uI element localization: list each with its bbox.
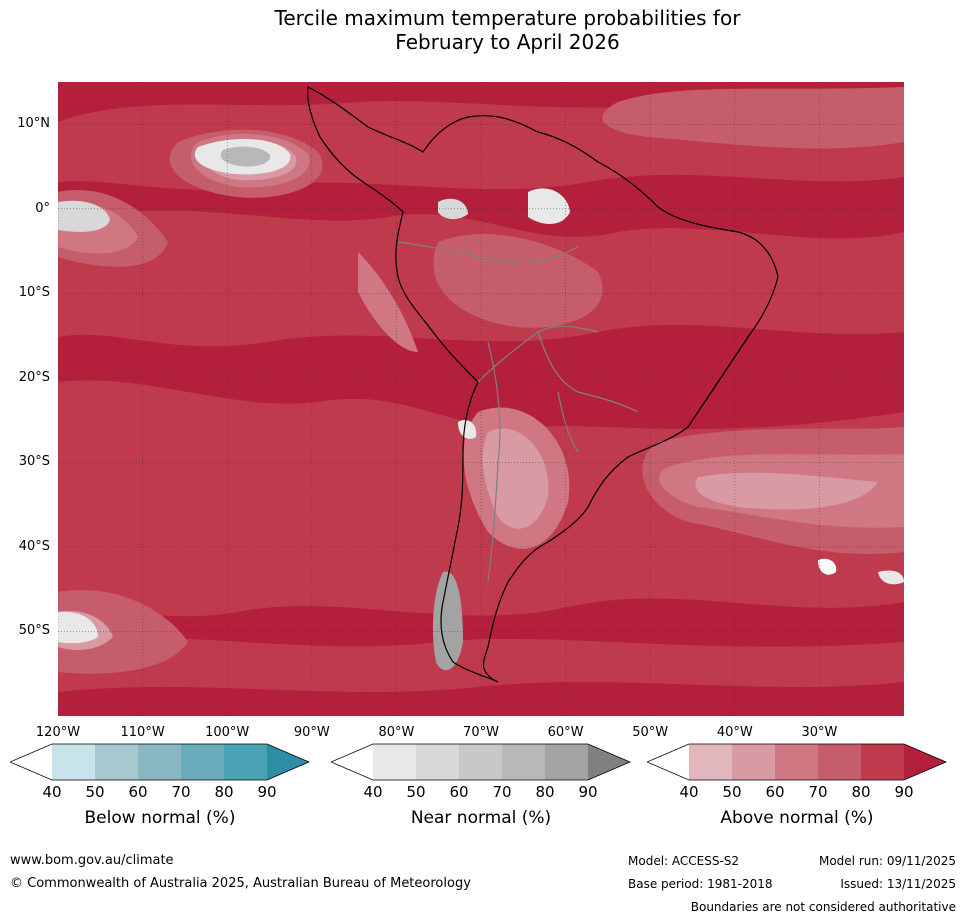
colorbar-above-title: Above normal (%) [720, 808, 874, 828]
colorbar-below-segment-5 [224, 744, 267, 780]
lon-tick-label: 110°W [120, 725, 165, 740]
colorbar-below-normal [10, 743, 310, 781]
country-borders [397, 241, 639, 583]
lon-tick-label: 70°W [463, 725, 499, 740]
chart-title: Tercile maximum temperature probabilitie… [0, 6, 965, 54]
colorbar-tick-label: 40 [363, 783, 383, 801]
colorbar-tick-label: 60 [128, 783, 148, 801]
colorbar-below-title: Below normal (%) [84, 808, 236, 828]
lon-tick-label: 60°W [547, 725, 584, 740]
lat-tick-label: 10°S [18, 285, 50, 301]
colorbar-tick-label: 50 [85, 783, 105, 801]
colorbar-above-segment-2 [732, 744, 775, 780]
colorbar-above-segment-4 [818, 744, 861, 780]
colorbar-tick-label: 40 [679, 783, 699, 801]
colorbar-above-outline [647, 743, 947, 781]
colorbar-tick-label: 90 [894, 783, 914, 801]
colorbar-near-segment-6 [588, 744, 630, 780]
colorbar-tick-label: 70 [171, 783, 191, 801]
lat-tick-label: 0° [35, 200, 50, 216]
footer-base-period: Base period: 1981-2018 [628, 877, 773, 891]
colorbar-near-outline [331, 743, 631, 781]
colorbar-near-title: Near normal (%) [410, 808, 552, 828]
colorbar-tick-label: 60 [449, 783, 469, 801]
footer-website: www.bom.gov.au/climate [10, 853, 174, 868]
lon-tick-label: 50°W [632, 725, 669, 740]
colorbar-near-segment-3 [459, 744, 502, 780]
colorbar-tick-label: 50 [722, 783, 742, 801]
colorbar-near-normal [331, 743, 631, 781]
colorbar-tick-label: 60 [765, 783, 785, 801]
colorbar-below-outline [10, 743, 310, 781]
colorbar-above-segment-5 [861, 744, 904, 780]
colorbar-above-segment-1 [689, 744, 732, 780]
footer-model-run: Model run: 09/11/2025 [818, 854, 956, 868]
colorbar-near-segment-1 [373, 744, 416, 780]
lat-tick-label: 10°N [17, 116, 50, 132]
chart-title-line2: February to April 2026 [395, 30, 620, 54]
footer-model: Model: ACCESS-S2 [628, 854, 740, 868]
colorbar-near-segment-2 [416, 744, 459, 780]
lat-tick-label: 40°S [18, 538, 50, 554]
colorbar-tick-label: 50 [406, 783, 426, 801]
colorbar-tick-label: 90 [257, 783, 277, 801]
colorbar-near-segment-5 [545, 744, 588, 780]
lon-tick-label: 120°W [35, 725, 81, 740]
probability-map-svg [58, 82, 904, 716]
colorbar-below-segment-4 [181, 744, 224, 780]
lat-tick-label: 30°S [18, 454, 50, 470]
colorbar-tick-label: 80 [535, 783, 555, 801]
colorbar-above-segment-6 [904, 744, 946, 780]
near-normal-layer [58, 138, 904, 671]
lon-tick-label: 90°W [293, 725, 330, 740]
lat-tick-label: 20°S [18, 369, 50, 385]
colorbar-tick-label: 70 [808, 783, 828, 801]
footer-issued: Issued: 13/11/2025 [840, 877, 956, 891]
colorbar-below-segment-6 [267, 744, 309, 780]
colorbar-below-segment-3 [138, 744, 181, 780]
colorbar-tick-label: 80 [851, 783, 871, 801]
coastline [307, 86, 779, 683]
colorbar-tick-label: 40 [42, 783, 62, 801]
colorbar-tick-label: 90 [578, 783, 598, 801]
lon-tick-label: 30°W [801, 725, 838, 740]
colorbar-above-normal [647, 743, 947, 781]
probability-map [58, 82, 904, 716]
colorbar-above-segment-0 [647, 744, 689, 780]
lon-tick-label: 100°W [205, 725, 250, 740]
map-gridlines [58, 82, 904, 716]
colorbar-below-segment-0 [10, 744, 52, 780]
chart-title-line1: Tercile maximum temperature probabilitie… [274, 6, 741, 30]
colorbar-near-segment-4 [502, 744, 545, 780]
colorbar-above-segment-3 [775, 744, 818, 780]
colorbar-below-segment-2 [95, 744, 138, 780]
lon-tick-label: 80°W [378, 725, 415, 740]
lon-tick-label: 40°W [716, 725, 753, 740]
colorbar-near-segment-0 [331, 744, 373, 780]
lat-tick-label: 50°S [18, 623, 50, 639]
colorbar-below-segment-1 [52, 744, 95, 780]
footer-copyright: © Commonwealth of Australia 2025, Austra… [10, 876, 471, 891]
footer-disclaimer: Boundaries are not considered authoritat… [690, 900, 956, 914]
colorbar-tick-label: 80 [214, 783, 234, 801]
colorbar-tick-label: 70 [492, 783, 512, 801]
